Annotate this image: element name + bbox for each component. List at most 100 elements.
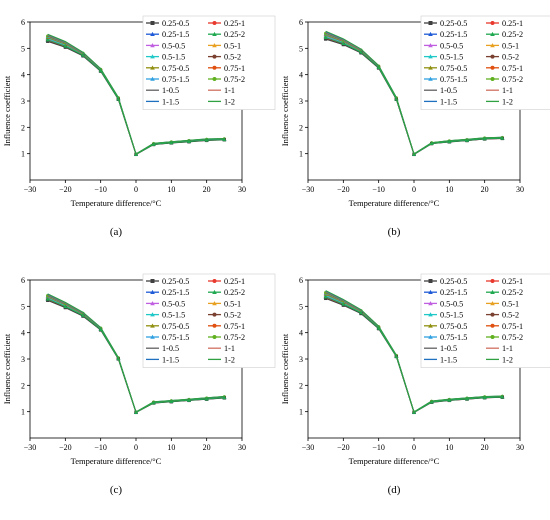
data-point (323, 35, 328, 40)
legend-swatch-marker (490, 31, 495, 36)
legend-swatch-marker (150, 76, 155, 81)
legend-swatch-marker (212, 312, 217, 317)
x-tick-label: 30 (238, 185, 246, 194)
y-tick-label: 5 (21, 44, 25, 53)
legend-swatch-marker (212, 289, 217, 294)
y-tick-label: 4 (299, 329, 303, 338)
legend-box (420, 15, 550, 110)
legend-swatch-marker (428, 323, 433, 328)
legend-swatch-marker (212, 31, 217, 36)
legend-swatch-marker (212, 77, 217, 81)
legend-entry-label: 0.75-2 (502, 333, 523, 342)
legend-entry-label: 0.5-2 (224, 53, 241, 62)
x-tick-label: −30 (302, 185, 315, 194)
legend-swatch-marker (150, 279, 155, 283)
legend-entry-label: 0.75-0.5 (162, 64, 189, 73)
legend-entry-label: 0.5-2 (224, 311, 241, 320)
data-point (341, 302, 346, 306)
x-tick-label: −20 (337, 185, 350, 194)
legend-entry-label: 0.25-1 (502, 277, 523, 286)
y-tick-label: 3 (299, 97, 303, 106)
x-tick-label: −30 (24, 443, 37, 452)
legend-swatch-marker (150, 334, 155, 339)
legend-entry-label: 1-1 (502, 86, 513, 95)
x-tick-label: 10 (445, 185, 453, 194)
x-axis-label: Temperature difference/°C (71, 198, 162, 208)
data-point (465, 396, 469, 401)
data-point (429, 400, 434, 404)
x-tick-label: −10 (372, 185, 385, 194)
chart-panel-4: −30 −20 −10 0 10 20 30 1 2 3 4 5 6 Temperature differ… (280, 273, 550, 496)
legend-entry-label: 1-1 (502, 344, 513, 353)
data-point (204, 138, 209, 142)
legend-entry-label: 0.75-1.5 (162, 333, 189, 342)
x-tick-label: 20 (481, 443, 489, 452)
series-line (47, 33, 225, 155)
data-point (81, 53, 85, 57)
legend-entry-label: 1-1.5 (440, 97, 457, 106)
data-point (98, 327, 103, 332)
x-tick-label: 10 (167, 185, 175, 194)
y-tick-label: 2 (299, 381, 303, 390)
legend-swatch-marker (150, 43, 155, 48)
legend-box (142, 15, 276, 110)
legend-swatch-marker (150, 289, 155, 294)
x-axis-label: Temperature difference/°C (349, 456, 440, 466)
legend-entry-label: 1-1 (224, 344, 235, 353)
legend-entry-label: 0.5-1.5 (162, 53, 185, 62)
series-line (325, 290, 503, 413)
legend-swatch-marker (490, 77, 495, 81)
y-axis-label: Influence coefficient (2, 75, 12, 146)
series-line (47, 293, 225, 413)
legend-swatch-marker (490, 21, 495, 25)
legend-swatch-marker (428, 279, 433, 283)
y-tick-label: 1 (299, 150, 303, 159)
legend-entry-label: 0.5-1.5 (162, 311, 185, 320)
legend-swatch-marker (428, 54, 433, 59)
x-tick-label: 20 (481, 185, 489, 194)
data-point (187, 398, 191, 402)
data-point (465, 138, 469, 142)
y-tick-label: 3 (21, 97, 25, 106)
legend-entry-label: 1-0.5 (162, 86, 179, 95)
data-point (169, 399, 174, 404)
y-tick-label: 5 (299, 302, 303, 311)
x-tick-label: 10 (445, 443, 453, 452)
data-point (359, 50, 363, 54)
legend-entry-label: 0.25-2 (224, 288, 245, 297)
chart-panel-3: −30 −20 −10 0 10 20 30 1 2 3 4 5 6 Temperature differ… (2, 273, 276, 496)
legend-swatch-marker (150, 21, 155, 25)
legend-swatch-marker (428, 76, 433, 81)
x-tick-label: 0 (134, 443, 138, 452)
x-tick-label: −20 (59, 185, 72, 194)
legend-entry-label: 1-1.5 (162, 97, 179, 106)
x-tick-label: 30 (516, 443, 524, 452)
legend-entry-label: 0.75-1.5 (440, 333, 467, 342)
data-point (45, 37, 50, 42)
y-tick-label: 1 (21, 150, 25, 159)
legend-swatch-marker (428, 21, 433, 25)
legend-entry-label: 0.5-1 (502, 299, 519, 308)
data-point (500, 136, 505, 140)
y-tick-label: 2 (21, 381, 25, 390)
legend-entry-label: 0.75-1.5 (162, 75, 189, 84)
legend-entry-label: 1-2 (224, 355, 235, 364)
legend-entry-label: 0.5-1.5 (440, 53, 463, 62)
legend-entry-label: 0.75-1 (502, 64, 523, 73)
y-tick-label: 1 (21, 408, 25, 417)
x-tick-label: 30 (238, 443, 246, 452)
legend-entry-label: 0.5-2 (502, 311, 519, 320)
data-point (376, 326, 381, 330)
legend-entry-label: 0.5-1 (224, 41, 241, 50)
y-tick-label: 4 (21, 71, 25, 80)
legend-entry-label: 0.75-2 (224, 333, 245, 342)
legend-entry-label: 0.75-0.5 (440, 64, 467, 73)
legend-swatch-marker (428, 31, 433, 36)
legend-entry-label: 0.75-1.5 (440, 75, 467, 84)
series-group (323, 30, 505, 157)
legend-swatch-marker (150, 301, 155, 306)
legend-entry-label: 0.5-1 (224, 299, 241, 308)
panel-label: (a) (110, 226, 123, 238)
data-point (359, 310, 363, 315)
